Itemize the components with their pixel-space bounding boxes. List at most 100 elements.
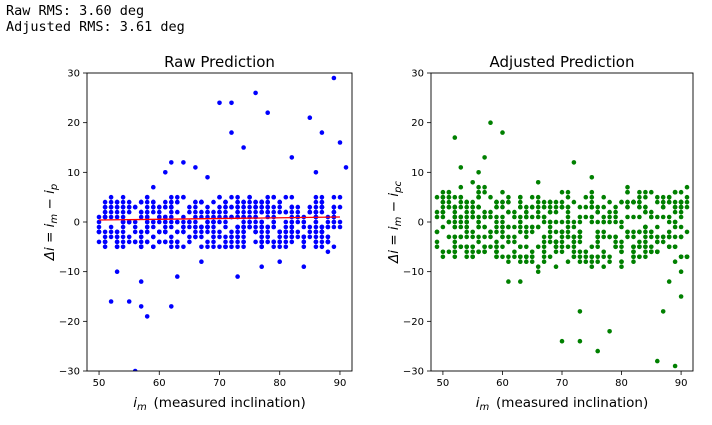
data-point bbox=[120, 244, 126, 250]
panel-adjusted: Adjusted Prediction 50 60 70 80 90 −30 −20 −10 0 1… bbox=[386, 53, 694, 413]
data-point bbox=[151, 184, 156, 190]
y-axis-label: Δi = im − ipc bbox=[386, 181, 404, 264]
data-point bbox=[126, 209, 132, 215]
data-point bbox=[199, 244, 204, 250]
data-point bbox=[631, 254, 636, 260]
data-point bbox=[613, 209, 618, 215]
data-point bbox=[193, 209, 198, 215]
data-point bbox=[643, 204, 648, 210]
data-point bbox=[181, 229, 186, 235]
data-point bbox=[500, 189, 505, 195]
data-point bbox=[494, 219, 499, 225]
data-point bbox=[157, 229, 162, 235]
data-point bbox=[607, 219, 612, 225]
data-point bbox=[205, 175, 210, 180]
data-point bbox=[595, 348, 600, 354]
data-point bbox=[589, 214, 595, 220]
data-point bbox=[559, 204, 565, 210]
data-point bbox=[464, 219, 470, 225]
data-point bbox=[223, 204, 228, 210]
data-point bbox=[655, 224, 660, 230]
data-point bbox=[313, 239, 319, 245]
data-point bbox=[535, 244, 541, 250]
data-point bbox=[631, 214, 636, 220]
data-point bbox=[446, 189, 452, 195]
data-point bbox=[494, 254, 499, 260]
data-point bbox=[259, 219, 265, 225]
data-point bbox=[565, 229, 571, 235]
data-point bbox=[488, 234, 493, 240]
data-point bbox=[672, 244, 678, 250]
data-point bbox=[157, 219, 162, 225]
data-point bbox=[319, 239, 325, 245]
data-point bbox=[470, 199, 476, 205]
data-point bbox=[464, 204, 470, 210]
data-point bbox=[253, 90, 258, 96]
data-point bbox=[217, 209, 222, 215]
data-point bbox=[199, 234, 204, 240]
data-point bbox=[440, 204, 446, 210]
data-point bbox=[500, 234, 505, 240]
data-point bbox=[169, 244, 174, 250]
data-point bbox=[482, 224, 487, 230]
data-point bbox=[643, 249, 648, 255]
data-point bbox=[241, 234, 246, 240]
data-point bbox=[301, 244, 307, 250]
data-point bbox=[565, 219, 571, 225]
data-point bbox=[440, 224, 446, 230]
data-point bbox=[476, 219, 481, 225]
data-point bbox=[643, 209, 648, 215]
data-point bbox=[337, 140, 343, 145]
data-point bbox=[625, 229, 630, 235]
data-point bbox=[595, 209, 600, 215]
data-point bbox=[247, 219, 252, 225]
data-point bbox=[619, 219, 624, 225]
data-point bbox=[655, 239, 660, 245]
data-point bbox=[464, 199, 470, 205]
data-point bbox=[265, 234, 271, 240]
data-point bbox=[559, 239, 565, 245]
data-point bbox=[553, 219, 559, 225]
data-point bbox=[446, 234, 452, 240]
data-point bbox=[470, 254, 476, 260]
y-tick-label: 0 bbox=[418, 218, 424, 229]
data-point bbox=[96, 239, 102, 245]
data-point bbox=[277, 199, 283, 205]
data-point bbox=[464, 229, 470, 235]
data-point bbox=[524, 254, 529, 260]
data-point bbox=[541, 204, 547, 210]
data-point bbox=[247, 204, 252, 210]
data-point bbox=[241, 224, 246, 230]
data-point bbox=[223, 234, 228, 240]
data-point bbox=[187, 219, 192, 225]
data-point bbox=[126, 239, 132, 245]
data-point bbox=[631, 244, 636, 250]
data-point bbox=[157, 239, 162, 245]
data-point bbox=[277, 234, 283, 240]
data-point bbox=[241, 219, 246, 225]
data-point bbox=[313, 170, 319, 175]
data-point bbox=[325, 249, 331, 255]
data-point bbox=[193, 204, 198, 210]
data-point bbox=[524, 234, 529, 240]
data-point bbox=[259, 209, 265, 215]
data-point bbox=[512, 249, 517, 255]
data-point bbox=[500, 244, 505, 250]
data-point bbox=[289, 194, 295, 200]
data-point bbox=[655, 234, 660, 240]
data-point bbox=[307, 229, 313, 235]
data-point bbox=[325, 239, 331, 245]
data-point bbox=[547, 219, 553, 225]
data-point bbox=[120, 199, 126, 205]
data-point bbox=[553, 229, 559, 235]
data-point bbox=[506, 254, 511, 260]
data-point bbox=[181, 194, 186, 200]
data-point bbox=[277, 244, 283, 250]
data-point bbox=[289, 234, 295, 240]
data-point bbox=[678, 189, 684, 195]
data-point bbox=[672, 189, 678, 195]
data-point bbox=[337, 204, 343, 210]
data-point bbox=[672, 199, 678, 205]
data-point bbox=[601, 219, 606, 225]
data-point bbox=[577, 338, 583, 344]
